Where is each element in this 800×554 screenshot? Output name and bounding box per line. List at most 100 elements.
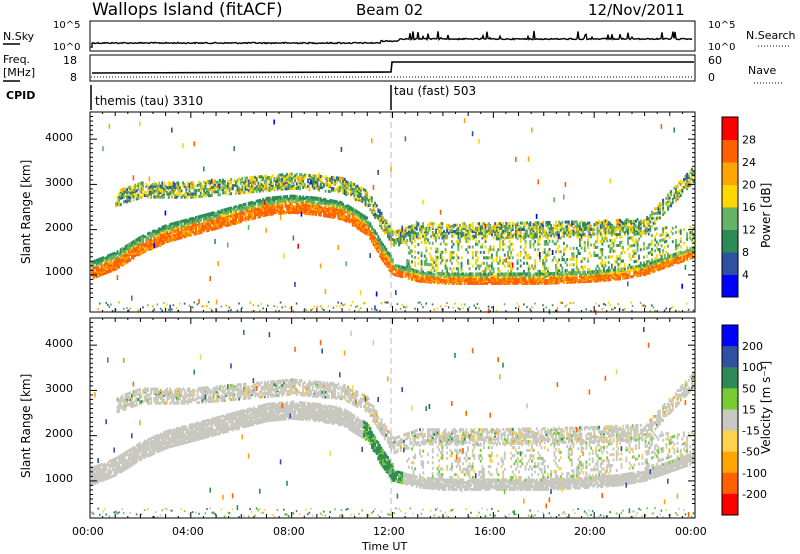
heatmap-cell — [297, 176, 300, 180]
heatmap-cell — [507, 231, 509, 235]
heatmap-cell — [374, 305, 376, 311]
heatmap-cell — [545, 221, 548, 224]
heatmap-cell — [462, 226, 465, 230]
heatmap-cell — [534, 264, 537, 268]
heatmap-cell — [260, 199, 263, 203]
heatmap-cell — [289, 186, 292, 190]
heatmap-cell — [323, 214, 325, 218]
heatmap-cell — [518, 224, 521, 228]
heatmap-cell — [219, 178, 221, 182]
heatmap-cell — [204, 213, 207, 217]
heatmap-cell — [401, 234, 404, 238]
heatmap-cell — [116, 201, 119, 205]
heatmap-cell — [571, 268, 573, 272]
heatmap-cell — [566, 304, 568, 306]
heatmap-cell — [129, 249, 132, 252]
heatmap-cell — [241, 180, 244, 184]
heatmap-cell — [126, 199, 129, 203]
heatmap-cell — [550, 272, 553, 276]
heatmap-cell — [377, 250, 380, 254]
heatmap-cell — [155, 230, 157, 234]
heatmap-cell — [363, 196, 365, 200]
heatmap-cell — [252, 304, 255, 307]
heatmap-cell — [294, 208, 297, 212]
heatmap-cell — [507, 256, 509, 260]
heatmap-cell — [158, 239, 161, 243]
heatmap-cell — [251, 217, 253, 221]
heatmap-cell — [587, 240, 589, 244]
heatmap-cell — [262, 214, 265, 218]
heatmap-cell — [287, 175, 290, 179]
heatmap-cell — [444, 281, 447, 285]
heatmap-cell — [329, 190, 332, 193]
heatmap-cell — [587, 234, 589, 238]
heatmap-cell — [278, 186, 281, 190]
heatmap-cell — [249, 179, 252, 183]
heatmap-cell — [198, 195, 201, 198]
heatmap-cell — [292, 182, 295, 185]
heatmap-cell — [262, 197, 265, 201]
heatmap-cell — [439, 228, 442, 232]
heatmap-cell — [238, 204, 241, 208]
heatmap-cell — [355, 214, 357, 218]
heatmap-cell — [151, 191, 154, 194]
heatmap-cell — [295, 183, 298, 187]
heatmap-cell — [211, 186, 213, 189]
heatmap-cell — [329, 182, 332, 186]
heatmap-cell — [313, 203, 316, 207]
heatmap-cell — [284, 187, 287, 191]
heatmap-cell — [326, 177, 329, 181]
heatmap-cell — [295, 175, 298, 179]
heatmap-cell — [430, 257, 433, 261]
heatmap-cell — [499, 256, 501, 260]
heatmap-cell — [339, 200, 341, 204]
heatmap-cell — [537, 253, 540, 257]
heatmap-cell — [323, 183, 325, 187]
heatmap-cell — [539, 259, 541, 263]
heatmap-cell — [366, 196, 369, 200]
heatmap-cell — [489, 226, 492, 230]
heatmap-cell — [180, 224, 183, 227]
heatmap-cell — [247, 214, 250, 217]
heatmap-cell — [579, 225, 581, 228]
heatmap-cell — [374, 204, 377, 208]
heatmap-cell — [343, 207, 346, 211]
heatmap-cell — [195, 218, 197, 222]
heatmap-cell — [123, 195, 125, 199]
heatmap-cell — [404, 266, 407, 270]
heatmap-cell — [556, 239, 559, 243]
heatmap-cell — [547, 235, 549, 239]
heatmap-cell — [251, 176, 253, 180]
heatmap-cell — [556, 236, 559, 240]
heatmap-cell — [391, 266, 394, 270]
heatmap-cell — [545, 234, 548, 238]
heatmap-cell — [492, 267, 495, 271]
heatmap-cell — [289, 201, 292, 205]
heatmap-cell — [465, 240, 468, 244]
heatmap-cell — [227, 184, 229, 188]
heatmap-cell — [515, 229, 517, 233]
heatmap-cell — [308, 196, 311, 200]
heatmap-cell — [193, 192, 196, 196]
heatmap-cell — [142, 245, 145, 249]
heatmap-cell — [537, 248, 540, 252]
heatmap-cell — [419, 236, 421, 240]
heatmap-cell — [459, 231, 461, 235]
heatmap-cell — [551, 304, 554, 307]
heatmap-cell — [294, 281, 296, 287]
heatmap-cell — [572, 233, 575, 237]
heatmap-cell — [259, 184, 261, 188]
heatmap-cell — [299, 187, 301, 191]
heatmap-cell — [523, 227, 525, 231]
heatmap-cell — [246, 186, 249, 189]
heatmap-cell — [215, 211, 218, 215]
heatmap-cell — [311, 177, 314, 181]
heatmap-cell — [577, 249, 580, 253]
heatmap-cell — [313, 206, 316, 209]
heatmap-cell — [292, 210, 295, 214]
heatmap-cell — [159, 189, 162, 193]
heatmap-cell — [575, 275, 578, 278]
heatmap-cell — [147, 186, 149, 190]
heatmap-cell — [535, 222, 538, 226]
heatmap-cell — [203, 180, 205, 184]
